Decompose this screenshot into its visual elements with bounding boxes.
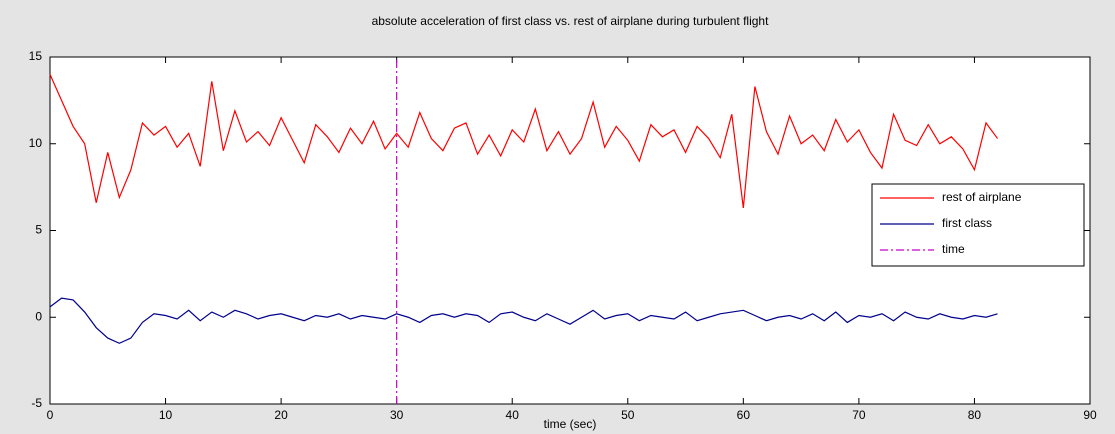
x-tick-label: 10 [159, 408, 173, 422]
legend-label: time [942, 242, 965, 256]
y-tick-label: 10 [29, 136, 43, 150]
series-line [49, 74, 999, 209]
x-axis-label: time (sec) [544, 417, 597, 431]
x-tick-label: 30 [390, 408, 404, 422]
x-tick-label: 60 [737, 408, 751, 422]
y-tick-label: 5 [35, 223, 42, 237]
series-line [49, 297, 998, 344]
x-tick-label: 90 [1083, 408, 1097, 422]
x-tick-label: 50 [621, 408, 635, 422]
y-tick-label: -5 [31, 396, 42, 410]
y-tick-label: 15 [29, 49, 43, 63]
y-tick-label: 0 [35, 309, 42, 323]
x-tick-label: 20 [274, 408, 288, 422]
legend-label: rest of airplane [942, 190, 1022, 204]
x-tick-label: 0 [47, 408, 54, 422]
x-tick-label: 40 [506, 408, 520, 422]
chart-title: absolute acceleration of first class vs.… [372, 14, 770, 28]
x-tick-label: 80 [968, 408, 982, 422]
legend-label: first class [942, 216, 992, 230]
x-tick-label: 70 [852, 408, 866, 422]
